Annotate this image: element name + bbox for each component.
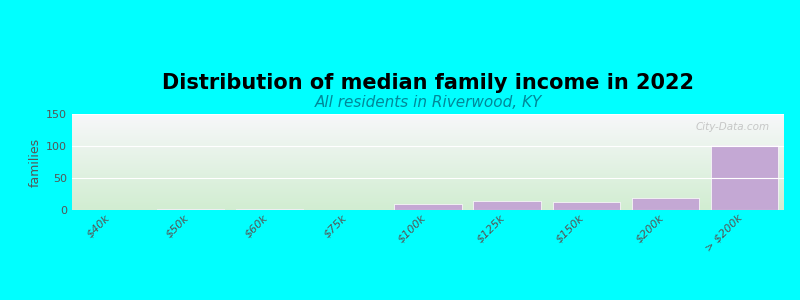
Text: All residents in Riverwood, KY: All residents in Riverwood, KY xyxy=(314,95,542,110)
Title: Distribution of median family income in 2022: Distribution of median family income in … xyxy=(162,73,694,93)
Bar xyxy=(553,202,620,210)
Y-axis label: families: families xyxy=(29,137,42,187)
Bar xyxy=(711,146,778,210)
Bar xyxy=(236,209,303,210)
Bar xyxy=(474,201,541,210)
Bar xyxy=(632,199,699,210)
Bar xyxy=(157,209,224,210)
Text: City-Data.com: City-Data.com xyxy=(696,122,770,132)
Bar xyxy=(394,204,462,210)
